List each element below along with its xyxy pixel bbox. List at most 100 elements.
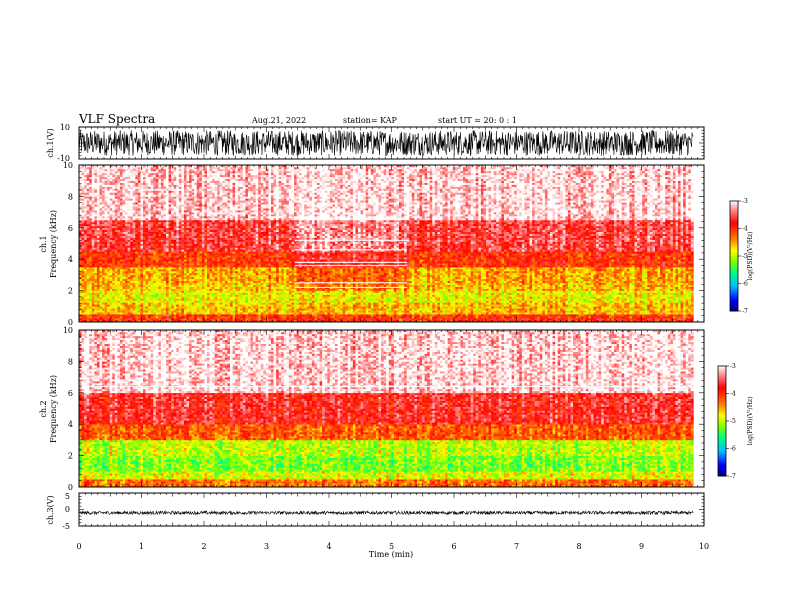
spectrogram-cell [117, 245, 120, 247]
spectrogram-cell [179, 185, 182, 187]
spectrogram-cell [148, 304, 151, 306]
spectrogram-cell [102, 196, 105, 198]
spectrogram-cell [107, 245, 110, 247]
spectrogram-cell [112, 224, 115, 226]
spectrogram-cell [151, 293, 154, 295]
spectrogram-cell [92, 289, 95, 291]
spectrogram-cell [105, 269, 108, 271]
spectrogram-cell [120, 269, 123, 271]
spectrogram-cell [202, 244, 205, 246]
spectrogram-cell [107, 181, 110, 183]
spectrogram-cell [194, 187, 197, 189]
spectrogram-cell [107, 242, 110, 244]
spectrogram-cell [120, 169, 123, 171]
spectrogram-cell [176, 167, 179, 169]
spectrogram-cell [171, 206, 174, 208]
spectrogram-cell [102, 281, 105, 283]
spectrogram-cell [163, 187, 166, 189]
spectrogram-cell [110, 173, 113, 175]
spectrogram-cell [194, 312, 197, 314]
spectrogram-cell [125, 208, 128, 210]
spectrogram-cell [89, 242, 92, 244]
spectrogram-cell [169, 275, 172, 277]
spectrogram-cell [130, 300, 133, 302]
spectrogram-cell [115, 244, 118, 246]
spectrogram-cell [130, 222, 133, 224]
spectrogram-cell [112, 257, 115, 259]
spectrogram-cell [94, 171, 97, 173]
spectrogram-cell [92, 218, 95, 220]
spectrogram-cell [117, 179, 120, 181]
spectrogram-cell [92, 198, 95, 200]
spectrogram-cell [107, 167, 110, 169]
spectrogram-cell [94, 226, 97, 228]
spectrogram-cell [84, 198, 87, 200]
spectrogram-cell [151, 220, 154, 222]
spectrogram-cell [169, 295, 172, 297]
spectrogram-cell [112, 247, 115, 249]
spectrogram-cell [135, 204, 138, 206]
spectrogram-cell [112, 308, 115, 310]
spectrogram-cell [120, 277, 123, 279]
spectrogram-cell [148, 285, 151, 287]
spectrogram-cell [207, 312, 210, 314]
spectrogram-cell [204, 295, 207, 297]
spectrogram-cell [89, 218, 92, 220]
spectrogram-cell [199, 189, 202, 191]
spectrogram-cell [161, 230, 164, 232]
spectrogram-cell [140, 216, 143, 218]
spectrogram-cell [133, 242, 136, 244]
spectrogram-cell [171, 198, 174, 200]
spectrogram-cell [94, 306, 97, 308]
spectrogram-cell [151, 318, 154, 320]
spectrogram-cell [107, 169, 110, 171]
spectrogram-cell [189, 298, 192, 300]
spectrogram-cell [92, 306, 95, 308]
spectrogram-cell [210, 194, 213, 196]
spectrogram-cell [99, 228, 102, 230]
spectrogram-cell [171, 236, 174, 238]
spectrogram-cell [92, 259, 95, 261]
spectrogram-cell [204, 279, 207, 281]
spectrogram-cell [146, 220, 149, 222]
spectrogram-cell [189, 206, 192, 208]
spectrogram-cell [204, 289, 207, 291]
spectrogram-cell [212, 202, 215, 204]
spectrogram-cell [138, 189, 141, 191]
spectrogram-cell [146, 230, 149, 232]
spectrogram-cell [94, 185, 97, 187]
spectrogram-cell [110, 228, 113, 230]
spectrogram-cell [97, 226, 100, 228]
spectrogram-cell [82, 251, 85, 253]
spectrogram-cell [176, 212, 179, 214]
spectrogram-cell [151, 206, 154, 208]
spectrogram-cell [135, 245, 138, 247]
spectrogram-cell [189, 236, 192, 238]
spectrogram-cell [194, 220, 197, 222]
spectrogram-cell [107, 232, 110, 234]
spectrogram-cell [128, 210, 131, 212]
spectrogram-cell [210, 242, 213, 244]
spectrogram-cell [204, 224, 207, 226]
spectrogram-cell [181, 302, 184, 304]
spectrogram-cell [123, 191, 126, 193]
spectrogram-cell [163, 253, 166, 255]
spectrogram-cell [194, 202, 197, 204]
spectrogram-cell [125, 175, 128, 177]
spectrogram-cell [156, 230, 159, 232]
spectrogram-cell [143, 263, 146, 265]
spectrogram-cell [94, 263, 97, 265]
spectrogram-cell [163, 216, 166, 218]
spectrogram-cell [97, 212, 100, 214]
spectrogram-cell [120, 179, 123, 181]
spectrogram-cell [97, 214, 100, 216]
spectrogram-cell [82, 212, 85, 214]
spectrogram-cell [125, 257, 128, 259]
waveform-line [79, 130, 693, 156]
spectrogram-cell [140, 314, 143, 316]
spectrogram-cell [148, 308, 151, 310]
spectrogram-cell [89, 314, 92, 316]
spectrogram-cell [133, 200, 136, 202]
spectrogram-cell [140, 273, 143, 275]
spectrogram-cell [140, 312, 143, 314]
